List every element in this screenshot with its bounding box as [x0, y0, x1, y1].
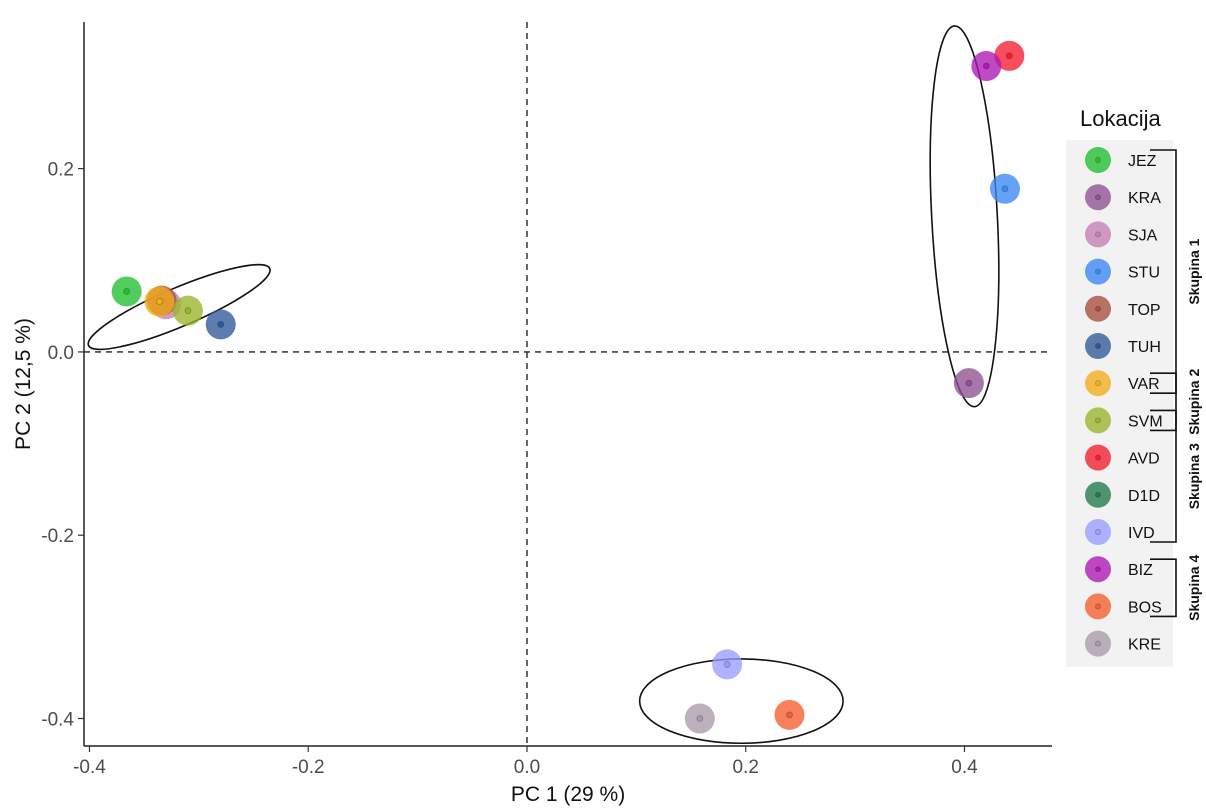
legend-swatch-center-jez [1095, 157, 1101, 163]
y-tick-label: 0.2 [48, 160, 74, 181]
data-point-center-kra [965, 379, 973, 387]
legend-swatch-center-ivd [1095, 529, 1101, 535]
legend-swatch-center-kra [1095, 194, 1101, 201]
group-label: Skupina 4 [1186, 555, 1202, 621]
y-tick-label: -0.2 [41, 526, 74, 547]
group-bracket [1150, 372, 1177, 432]
legend-label-ivd: IVD [1128, 525, 1155, 542]
legend-swatch-center-top [1095, 305, 1101, 312]
legend-label-d1d: D1D [1128, 488, 1160, 505]
data-point-center-biz [982, 62, 990, 70]
legend-swatch-center-svm [1095, 417, 1101, 424]
legend-label-kra: KRA [1128, 190, 1161, 207]
data-point-center-stu [1001, 185, 1009, 193]
legend-label-kre: KRE [1128, 637, 1161, 654]
x-tick-label: -0.4 [73, 757, 106, 778]
legend-background [1066, 140, 1173, 667]
group-bracket [1150, 558, 1177, 618]
data-point-center-bos [786, 711, 793, 719]
legend-label-top: TOP [1128, 302, 1161, 319]
legend-swatch-center-biz [1095, 566, 1101, 573]
data-point-center-svm [184, 307, 192, 315]
legend-swatch-center-tuh [1095, 343, 1101, 349]
legend-label-var: VAR [1128, 376, 1160, 393]
x-tick-label: -0.2 [292, 757, 325, 778]
legend-label-avd: AVD [1128, 451, 1160, 468]
legend-swatch-center-sja [1095, 231, 1101, 238]
group-label: Skupina 1 [1186, 238, 1202, 304]
legend-swatch-center-stu [1095, 268, 1101, 275]
x-tick-label: 0.2 [733, 757, 759, 778]
group-bracket [1150, 149, 1177, 394]
group-label: Skupina 3 [1186, 443, 1202, 509]
data-point-center-kre [696, 715, 704, 722]
data-point-center-jez [123, 288, 131, 295]
x-axis-title: PC 1 (29 %) [511, 783, 625, 806]
legend-label-sja: SJA [1128, 227, 1158, 244]
data-point-center-ivd [723, 661, 731, 668]
y-axis-title: PC 2 (12,5 %) [12, 318, 35, 450]
plot-area: -0.4 -0.2 0.0 0.2 0.4 -0.4 -0.2 0.0 0.2 [41, 22, 1052, 778]
legend: Lokacija JEZ KRA SJA STU TOP TUH VAR SVM AVD D1D I… [1066, 106, 1173, 667]
data-point-center-var [156, 298, 163, 305]
group-brackets: Skupina 1 Skupina 2 Skupina 3 Skupina 4 [1150, 149, 1202, 621]
legend-title: Lokacija [1080, 106, 1161, 131]
legend-label-bos: BOS [1128, 599, 1162, 616]
legend-label-biz: BIZ [1128, 562, 1153, 579]
legend-swatch-center-avd [1095, 454, 1101, 461]
legend-swatch-center-bos [1095, 603, 1101, 610]
x-tick-label: 0.4 [951, 757, 978, 778]
legend-swatch-center-kre [1095, 640, 1101, 647]
cluster-ellipse [638, 658, 844, 745]
legend-label-stu: STU [1128, 265, 1160, 282]
legend-label-svm: SVM [1128, 413, 1163, 430]
legend-swatch-center-d1d [1095, 491, 1101, 498]
data-point-center-avd [1005, 52, 1013, 60]
legend-label-jez: JEZ [1128, 153, 1157, 170]
y-tick-label: 0.0 [48, 343, 74, 364]
cluster-ellipse [929, 25, 1000, 408]
x-tick-label: 0.0 [514, 757, 540, 778]
y-tick-label: -0.4 [41, 710, 74, 731]
group-bracket [1150, 409, 1177, 543]
group-label: Skupina 2 [1186, 369, 1202, 435]
legend-label-tuh: TUH [1128, 339, 1161, 356]
data-point-center-tuh [217, 321, 225, 328]
legend-swatch-center-var [1095, 380, 1101, 387]
